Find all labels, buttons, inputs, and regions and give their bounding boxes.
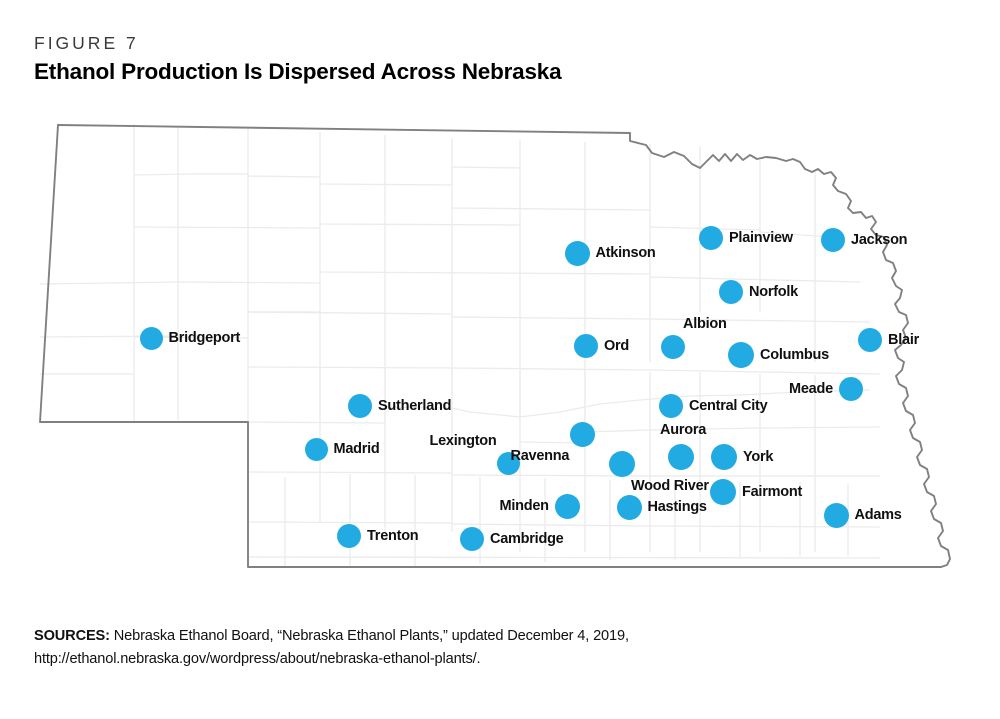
plant-dot-icon[interactable] bbox=[304, 437, 328, 461]
plant-label: Columbus bbox=[760, 346, 829, 363]
plant-dot-icon[interactable] bbox=[858, 328, 882, 352]
plant-dot-icon[interactable] bbox=[661, 335, 685, 359]
plant-dot-icon[interactable] bbox=[348, 394, 372, 418]
plant-label: Wood River bbox=[631, 478, 709, 494]
plant-label: Blair bbox=[888, 331, 919, 348]
figure-number-label: FIGURE 7 bbox=[34, 33, 139, 53]
page-title: Ethanol Production Is Dispersed Across N… bbox=[34, 59, 562, 85]
plant-dot-icon[interactable] bbox=[659, 394, 683, 418]
plant-dot-icon[interactable] bbox=[569, 421, 595, 447]
plant-label: Lexington bbox=[429, 432, 497, 449]
plant-dot-icon[interactable] bbox=[609, 451, 635, 477]
plant-dot-icon[interactable] bbox=[139, 326, 163, 350]
plant-label: Norfolk bbox=[749, 283, 798, 300]
plant-label: Atkinson bbox=[595, 244, 656, 261]
state-border-layer bbox=[39, 124, 951, 568]
plant-dot-icon[interactable] bbox=[728, 342, 754, 368]
plant-dot-icon[interactable] bbox=[574, 334, 598, 358]
plant-dot-icon[interactable] bbox=[554, 493, 580, 519]
plant-dot-icon[interactable] bbox=[719, 280, 743, 304]
plant-label: Adams bbox=[854, 506, 902, 523]
plant-label: Cambridge bbox=[490, 530, 564, 547]
plant-dot-icon[interactable] bbox=[821, 228, 845, 252]
plant-label: Albion bbox=[683, 316, 727, 332]
plant-label: Bridgeport bbox=[168, 329, 241, 346]
plant-dot-icon[interactable] bbox=[710, 479, 736, 505]
plant-dot-icon[interactable] bbox=[711, 444, 737, 470]
sources-label: SOURCES: bbox=[34, 628, 110, 644]
plant-label: Plainview bbox=[729, 229, 793, 246]
plant-dot-icon[interactable] bbox=[564, 240, 590, 266]
plant-dot-icon[interactable] bbox=[823, 502, 849, 528]
plant-dot-icon[interactable] bbox=[460, 527, 484, 551]
plant-label: York bbox=[743, 448, 774, 465]
plant-label: Meade bbox=[789, 380, 833, 397]
plant-label: Aurora bbox=[660, 422, 707, 438]
figure-header: FIGURE 7 Ethanol Production Is Dispersed… bbox=[34, 33, 934, 85]
plant-label: Minden bbox=[499, 497, 550, 514]
plant-label: Hastings bbox=[647, 498, 708, 515]
plant-label: Sutherland bbox=[378, 397, 452, 414]
plant-label: Jackson bbox=[851, 231, 908, 248]
sources-text: Nebraska Ethanol Board, “Nebraska Ethano… bbox=[34, 628, 629, 667]
plant-label: Trenton bbox=[367, 527, 419, 544]
nebraska-map: Bridgeport Atkinson Plainview Jackson Norfol… bbox=[0, 112, 1000, 592]
plant-markers-layer: Bridgeport Atkinson Plainview Jackson Norfol… bbox=[0, 112, 1000, 592]
plant-dot-icon[interactable] bbox=[496, 451, 520, 475]
plant-label: Ravenna bbox=[510, 447, 570, 464]
plant-dot-icon[interactable] bbox=[699, 226, 723, 250]
plant-label: Central City bbox=[689, 397, 768, 414]
plant-dot-icon[interactable] bbox=[616, 494, 642, 520]
sources-note: SOURCES: Nebraska Ethanol Board, “Nebras… bbox=[34, 625, 954, 670]
plant-dot-icon[interactable] bbox=[337, 524, 361, 548]
plant-label: Madrid bbox=[333, 440, 380, 457]
plant-dot-icon[interactable] bbox=[839, 377, 863, 401]
plant-label: Fairmont bbox=[742, 483, 803, 500]
plant-dot-icon[interactable] bbox=[668, 444, 694, 470]
plant-label: Ord bbox=[604, 337, 630, 354]
